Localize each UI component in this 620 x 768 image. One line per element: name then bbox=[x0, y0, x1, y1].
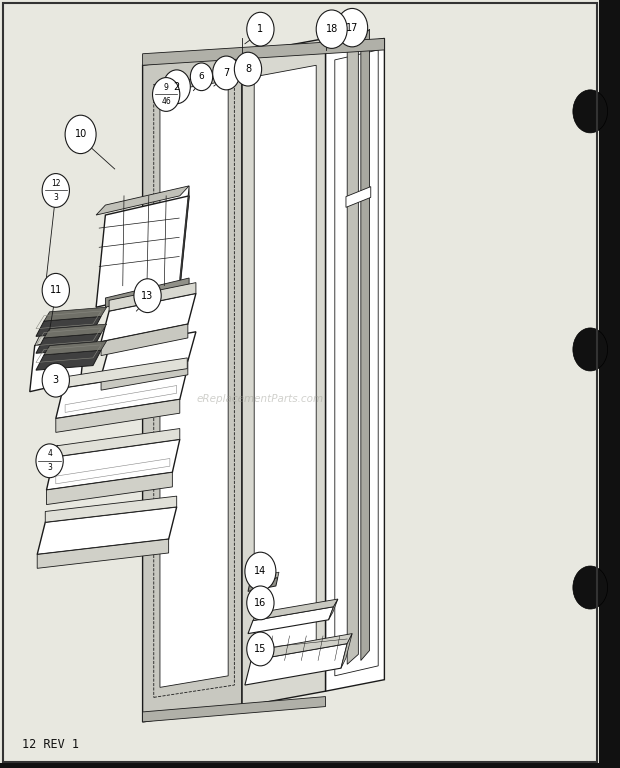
Polygon shape bbox=[180, 186, 189, 288]
Polygon shape bbox=[143, 697, 326, 722]
Polygon shape bbox=[44, 307, 107, 321]
Polygon shape bbox=[96, 186, 189, 215]
Polygon shape bbox=[101, 293, 196, 342]
Text: 8: 8 bbox=[245, 64, 251, 74]
Polygon shape bbox=[101, 324, 188, 356]
Text: 10: 10 bbox=[74, 129, 87, 140]
Polygon shape bbox=[56, 399, 180, 432]
Circle shape bbox=[573, 566, 608, 609]
Polygon shape bbox=[36, 333, 101, 353]
Circle shape bbox=[163, 70, 190, 104]
Circle shape bbox=[573, 90, 608, 133]
Polygon shape bbox=[160, 81, 228, 687]
Polygon shape bbox=[326, 38, 384, 691]
Circle shape bbox=[42, 174, 69, 207]
Text: 18: 18 bbox=[326, 24, 338, 35]
Text: 46: 46 bbox=[161, 97, 171, 106]
Polygon shape bbox=[109, 283, 196, 311]
Polygon shape bbox=[101, 361, 188, 390]
Polygon shape bbox=[254, 65, 316, 680]
Polygon shape bbox=[248, 607, 334, 634]
Text: 12 REV 1: 12 REV 1 bbox=[22, 738, 79, 751]
Polygon shape bbox=[63, 358, 187, 388]
Polygon shape bbox=[44, 324, 107, 338]
Circle shape bbox=[245, 552, 276, 591]
Circle shape bbox=[134, 279, 161, 313]
Text: 2: 2 bbox=[174, 81, 180, 92]
Text: 12: 12 bbox=[51, 179, 61, 188]
Text: 11: 11 bbox=[50, 285, 62, 296]
Polygon shape bbox=[96, 196, 189, 307]
Circle shape bbox=[316, 10, 347, 48]
Polygon shape bbox=[46, 439, 180, 490]
Polygon shape bbox=[245, 644, 347, 685]
Text: 6: 6 bbox=[198, 72, 205, 81]
Polygon shape bbox=[56, 458, 170, 484]
Circle shape bbox=[247, 586, 274, 620]
FancyBboxPatch shape bbox=[0, 763, 620, 768]
Circle shape bbox=[36, 444, 63, 478]
Text: 1: 1 bbox=[257, 24, 264, 35]
Polygon shape bbox=[54, 429, 180, 457]
Polygon shape bbox=[37, 539, 169, 568]
Polygon shape bbox=[253, 599, 338, 621]
Polygon shape bbox=[346, 187, 371, 207]
Circle shape bbox=[247, 632, 274, 666]
Polygon shape bbox=[242, 38, 326, 707]
Text: 7: 7 bbox=[223, 68, 229, 78]
Polygon shape bbox=[251, 634, 352, 660]
Polygon shape bbox=[44, 341, 107, 355]
Circle shape bbox=[42, 273, 69, 307]
Text: 16: 16 bbox=[254, 598, 267, 608]
Text: 13: 13 bbox=[141, 290, 154, 301]
Circle shape bbox=[42, 363, 69, 397]
Circle shape bbox=[573, 328, 608, 371]
Text: 3: 3 bbox=[47, 463, 52, 472]
Polygon shape bbox=[45, 496, 177, 522]
Polygon shape bbox=[35, 324, 91, 346]
Polygon shape bbox=[65, 386, 177, 412]
Polygon shape bbox=[36, 350, 101, 370]
Circle shape bbox=[153, 78, 180, 111]
Polygon shape bbox=[30, 334, 86, 392]
Text: 15: 15 bbox=[254, 644, 267, 654]
Polygon shape bbox=[347, 32, 358, 664]
Polygon shape bbox=[36, 316, 101, 336]
Polygon shape bbox=[46, 472, 172, 505]
Polygon shape bbox=[361, 29, 370, 660]
Text: eReplacementParts.com: eReplacementParts.com bbox=[197, 394, 324, 405]
Text: 9: 9 bbox=[164, 83, 169, 92]
Polygon shape bbox=[37, 507, 177, 554]
Polygon shape bbox=[329, 599, 338, 620]
Text: 3: 3 bbox=[53, 193, 58, 202]
Text: 4: 4 bbox=[47, 449, 52, 458]
Circle shape bbox=[337, 8, 368, 47]
Circle shape bbox=[190, 63, 213, 91]
Circle shape bbox=[234, 52, 262, 86]
Circle shape bbox=[65, 115, 96, 154]
Text: 17: 17 bbox=[346, 22, 358, 33]
FancyBboxPatch shape bbox=[599, 0, 620, 768]
Polygon shape bbox=[143, 38, 384, 65]
Polygon shape bbox=[250, 572, 279, 583]
Polygon shape bbox=[101, 332, 196, 376]
Polygon shape bbox=[341, 634, 352, 668]
Circle shape bbox=[247, 12, 274, 46]
Polygon shape bbox=[335, 50, 378, 676]
Polygon shape bbox=[248, 578, 278, 591]
Text: 3: 3 bbox=[53, 375, 59, 386]
Circle shape bbox=[213, 56, 240, 90]
Polygon shape bbox=[56, 369, 187, 419]
Text: 14: 14 bbox=[254, 566, 267, 577]
Polygon shape bbox=[105, 278, 189, 307]
Polygon shape bbox=[143, 50, 242, 722]
